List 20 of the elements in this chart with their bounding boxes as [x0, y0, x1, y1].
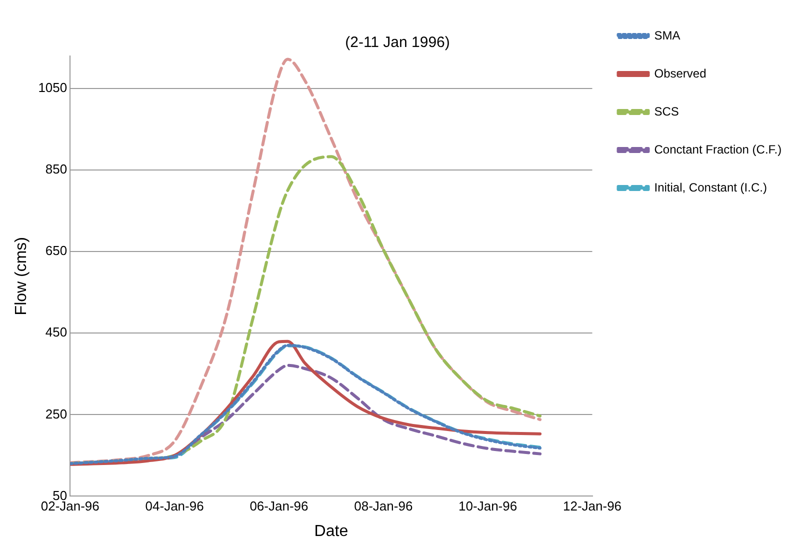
line-series: [70, 155, 542, 466]
line-series: [70, 58, 542, 464]
x-tick-label: 08-Jan-96: [354, 498, 413, 514]
x-tick-label: 06-Jan-96: [250, 498, 308, 514]
legend-label: Initial, Constant (I.C.): [654, 180, 767, 194]
x-axis-title: Date: [314, 522, 348, 540]
legend-label: SCS: [654, 104, 679, 118]
legend-label: SMA: [654, 28, 680, 42]
y-axis-title: Flow (cms): [13, 236, 30, 316]
y-tick-label: 650: [45, 243, 68, 258]
x-tick-label: 12-Jan-96: [562, 498, 622, 514]
y-tick-label: 250: [45, 406, 68, 422]
legend-label: Observed: [654, 66, 706, 80]
y-tick-label: 850: [45, 162, 68, 177]
x-tick-label: 04-Jan-96: [145, 498, 204, 514]
x-tick-label: 10-Jan-96: [458, 498, 518, 514]
y-tick-label: 450: [45, 324, 68, 340]
legend-label: Conctant Fraction (C.F.): [654, 142, 782, 156]
y-tick-label: 1050: [38, 80, 68, 96]
chart-title: (2-11 Jan 1996): [345, 34, 450, 52]
